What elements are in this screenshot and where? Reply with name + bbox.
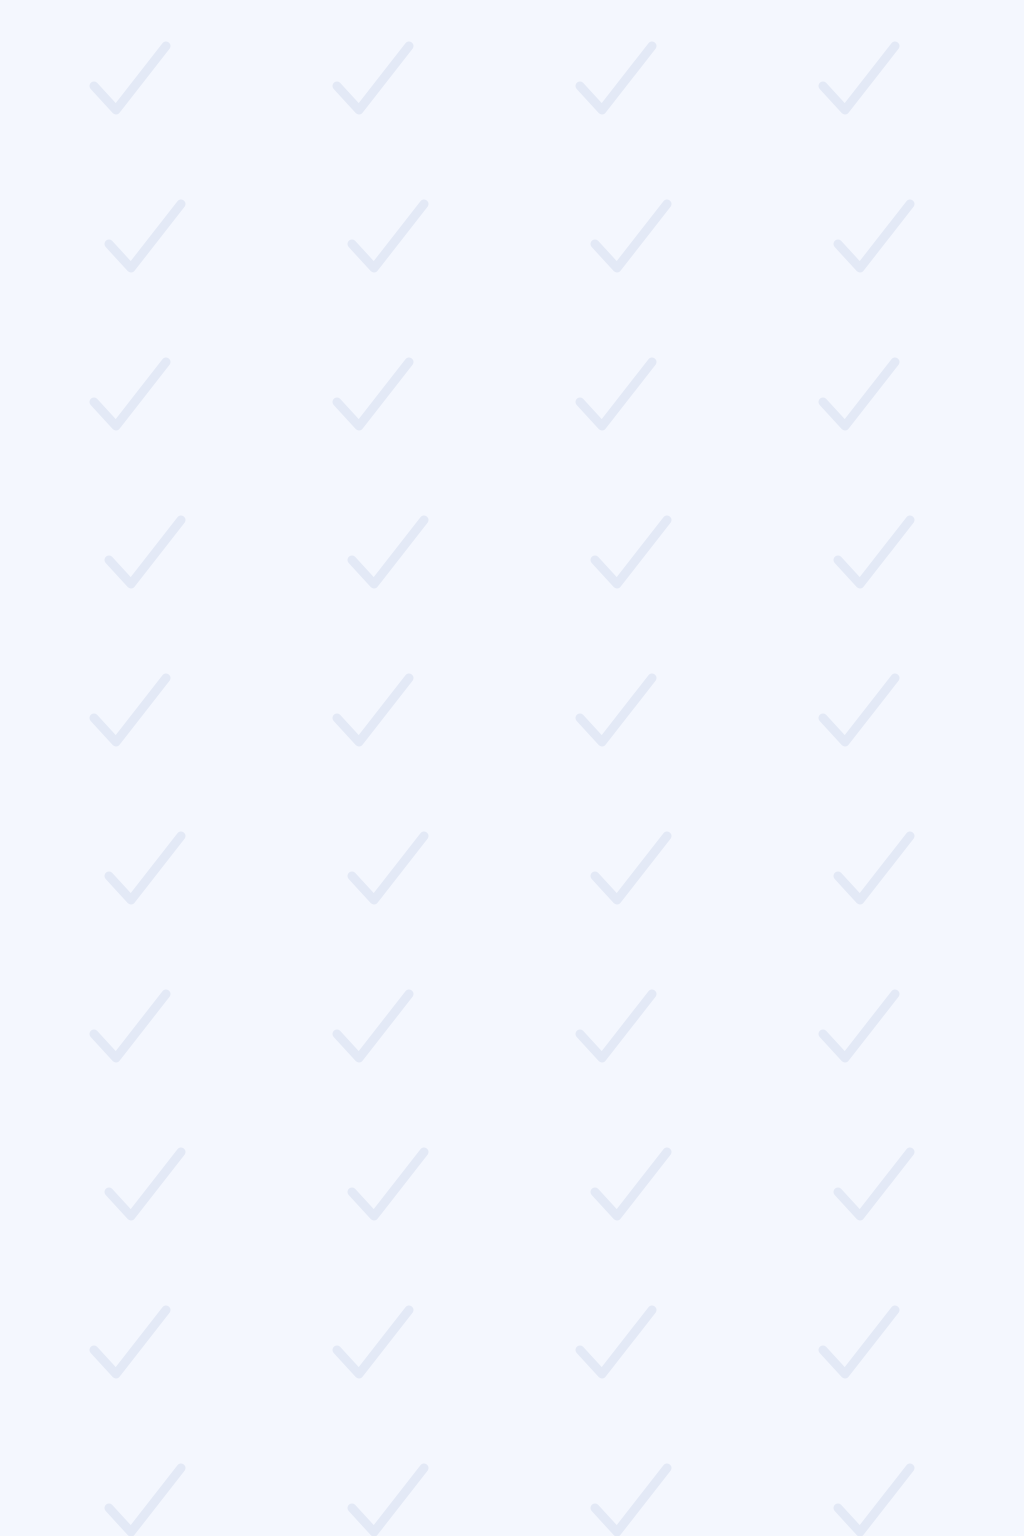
check-icon: [94, 994, 166, 1058]
check-icon: [337, 46, 409, 110]
check-icon: [109, 204, 181, 268]
check-icon: [823, 994, 895, 1058]
check-icon: [94, 46, 166, 110]
check-icon: [580, 1310, 652, 1374]
check-icon: [580, 46, 652, 110]
check-icon: [352, 836, 424, 900]
check-icon: [94, 678, 166, 742]
check-icon: [595, 1468, 667, 1532]
check-icon: [595, 204, 667, 268]
check-icon: [823, 46, 895, 110]
check-icon: [838, 1468, 910, 1532]
check-icon: [595, 1152, 667, 1216]
check-icon: [337, 678, 409, 742]
check-icon: [352, 520, 424, 584]
check-icon: [580, 994, 652, 1058]
check-icon: [580, 678, 652, 742]
check-icon: [823, 362, 895, 426]
check-icon: [595, 836, 667, 900]
check-icon: [109, 1152, 181, 1216]
check-icon: [838, 1152, 910, 1216]
check-icon: [580, 362, 652, 426]
check-icon: [838, 836, 910, 900]
check-icon: [823, 678, 895, 742]
check-icon: [595, 520, 667, 584]
check-icon: [352, 1152, 424, 1216]
check-icon: [838, 204, 910, 268]
check-icon: [337, 362, 409, 426]
check-icon: [337, 1310, 409, 1374]
check-icon: [109, 1468, 181, 1532]
check-icon: [823, 1310, 895, 1374]
check-icon: [109, 836, 181, 900]
check-icon: [94, 1310, 166, 1374]
check-icon: [352, 1468, 424, 1532]
check-icon: [838, 520, 910, 584]
check-icon: [352, 204, 424, 268]
check-icon: [337, 994, 409, 1058]
check-icon: [94, 362, 166, 426]
check-icon: [109, 520, 181, 584]
